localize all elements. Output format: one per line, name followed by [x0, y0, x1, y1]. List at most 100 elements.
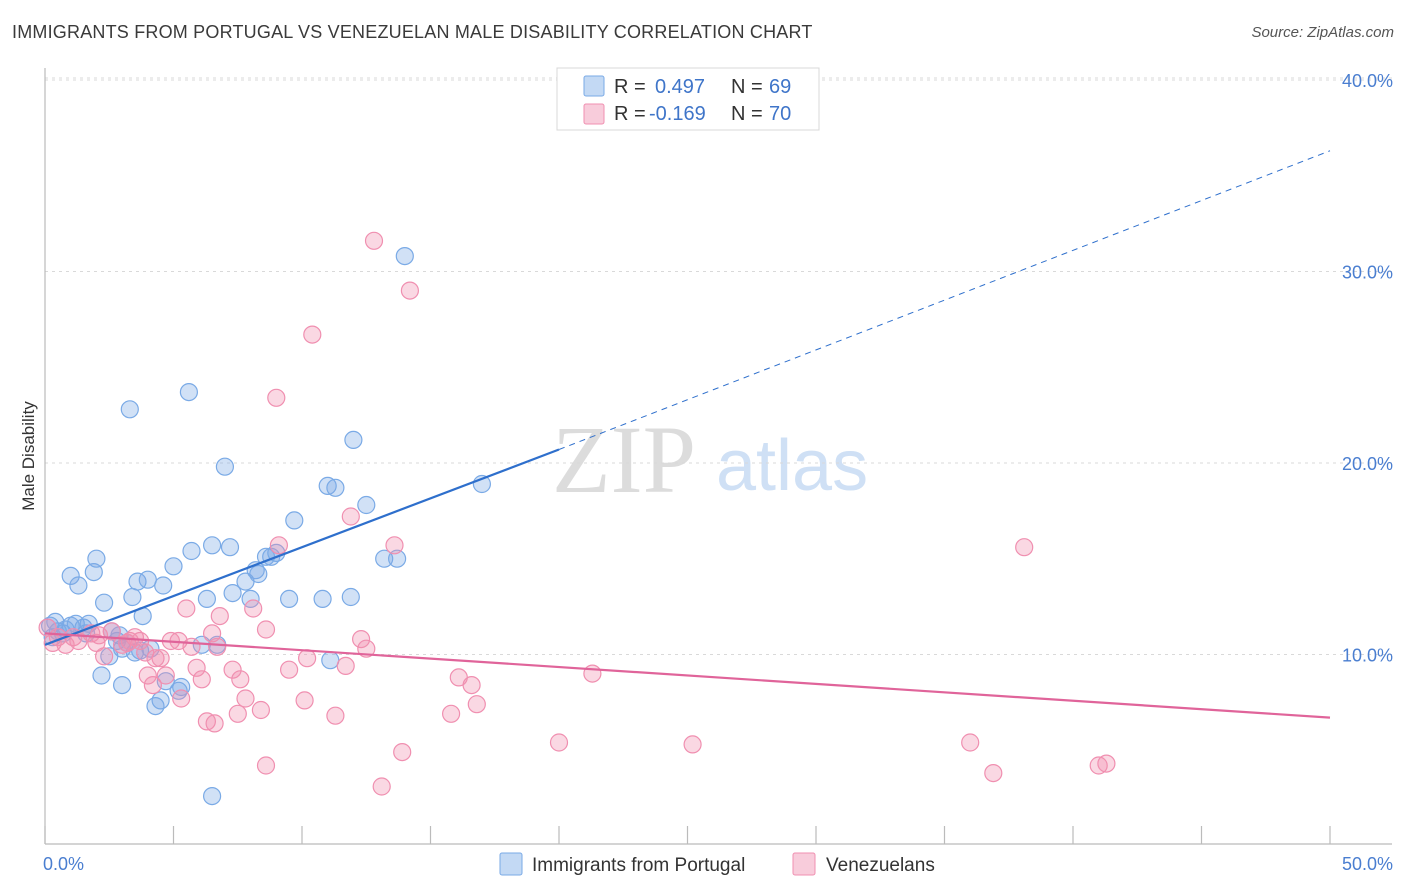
point-venezuelans: [400, 281, 419, 300]
point-portugal: [120, 400, 139, 419]
series-legend-swatch-venezuelans: [792, 852, 816, 876]
point-venezuelans: [683, 735, 702, 754]
source-attribution: Source: ZipAtlas.com: [1251, 24, 1394, 41]
point-venezuelans: [583, 664, 602, 683]
legend-n-label: N =: [731, 76, 763, 98]
point-portugal: [395, 247, 414, 266]
y-axis-title: Male Disability: [19, 401, 38, 511]
axes: [44, 68, 1392, 845]
y-tick-label: 10.0%: [1342, 646, 1393, 666]
point-venezuelans: [1097, 754, 1116, 773]
point-venezuelans: [393, 742, 412, 762]
legend-n-label: N =: [731, 103, 763, 125]
trend-line-portugal-extension: [558, 150, 1331, 450]
point-venezuelans: [205, 714, 224, 733]
legend-r-value: -0.169: [649, 103, 706, 125]
point-venezuelans: [364, 231, 384, 250]
y-tick-label: 30.0%: [1342, 263, 1393, 283]
point-portugal: [138, 570, 157, 589]
point-venezuelans: [336, 656, 355, 676]
legend-swatch-venezuelans: [583, 103, 605, 125]
point-venezuelans: [172, 689, 191, 708]
point-venezuelans: [244, 599, 263, 618]
point-portugal: [61, 566, 80, 586]
point-portugal: [69, 576, 88, 595]
point-portugal: [123, 587, 142, 607]
point-portugal: [197, 589, 216, 609]
legend-swatch-portugal: [583, 75, 605, 97]
legend-n-value: 69: [769, 76, 791, 98]
point-venezuelans: [326, 706, 345, 725]
point-venezuelans: [462, 675, 481, 695]
watermark-zip: ZIP: [552, 406, 696, 513]
point-portugal: [203, 786, 222, 806]
point-venezuelans: [236, 689, 255, 708]
legend-r-value: 0.497: [655, 76, 705, 98]
point-venezuelans: [208, 637, 227, 656]
point-venezuelans: [303, 325, 322, 344]
legend-r-label: R =: [614, 76, 646, 98]
point-venezuelans: [223, 660, 242, 679]
data-points: [38, 231, 1116, 806]
point-venezuelans: [267, 388, 286, 407]
y-tick-label: 40.0%: [1342, 71, 1393, 91]
point-venezuelans: [146, 649, 165, 668]
point-portugal: [357, 495, 376, 515]
point-venezuelans: [280, 660, 299, 679]
point-portugal: [388, 549, 407, 568]
point-venezuelans: [182, 637, 201, 656]
point-venezuelans: [138, 666, 157, 685]
point-portugal: [249, 564, 268, 584]
series-legend: Immigrants from Portugal Venezuelans: [499, 852, 935, 876]
point-portugal: [87, 549, 106, 568]
point-venezuelans: [442, 704, 461, 723]
point-venezuelans: [89, 626, 109, 645]
series-legend-label-portugal: Immigrants from Portugal: [532, 855, 745, 876]
point-venezuelans: [298, 649, 317, 668]
point-portugal: [285, 511, 304, 530]
chart-title: IMMIGRANTS FROM PORTUGAL VS VENEZUELAN M…: [12, 22, 813, 42]
point-portugal: [84, 562, 103, 582]
point-venezuelans: [231, 670, 250, 689]
point-venezuelans: [251, 700, 270, 720]
x-tick-label: 50.0%: [1342, 854, 1393, 874]
point-portugal: [375, 549, 394, 568]
series-legend-swatch-portugal: [499, 852, 523, 876]
tick-labels: 10.0% 20.0% 30.0% 40.0% 0.0% 50.0%: [43, 71, 1393, 874]
point-portugal: [344, 430, 363, 449]
point-venezuelans: [256, 620, 276, 639]
trend-line-portugal: [44, 448, 560, 646]
point-portugal: [321, 651, 340, 670]
point-venezuelans: [269, 536, 288, 555]
point-portugal: [151, 691, 170, 710]
point-venezuelans: [187, 658, 206, 677]
point-venezuelans: [143, 675, 162, 695]
point-venezuelans: [177, 599, 196, 618]
point-venezuelans: [156, 666, 175, 685]
x-tick-label: 0.0%: [43, 854, 84, 874]
point-venezuelans: [94, 647, 114, 666]
point-portugal: [179, 383, 198, 402]
y-tick-label: 20.0%: [1342, 454, 1393, 474]
point-venezuelans: [357, 639, 376, 658]
point-portugal: [326, 478, 345, 497]
point-portugal: [182, 541, 201, 561]
point-portugal: [203, 536, 222, 555]
point-venezuelans: [192, 670, 211, 689]
point-portugal: [154, 576, 173, 595]
point-portugal: [94, 593, 114, 612]
point-portugal: [215, 457, 234, 476]
point-portugal: [280, 589, 299, 609]
series-legend-label-venezuelans: Venezuelans: [826, 855, 935, 876]
point-venezuelans: [210, 606, 229, 626]
point-venezuelans: [549, 733, 569, 752]
point-venezuelans: [341, 507, 360, 526]
point-portugal: [112, 675, 132, 695]
trend-lines: [44, 150, 1331, 719]
point-portugal: [313, 589, 332, 609]
point-venezuelans: [984, 763, 1003, 783]
point-portugal: [146, 696, 165, 716]
watermark: ZIP atlas: [552, 406, 868, 513]
point-portugal: [164, 557, 183, 576]
